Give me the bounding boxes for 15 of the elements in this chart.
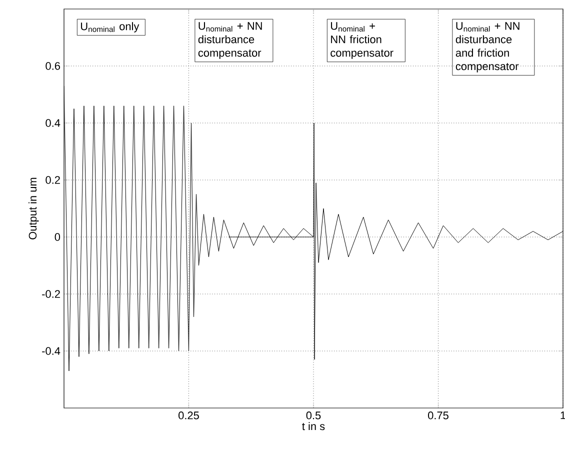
x-axis-title: t in s <box>302 422 325 430</box>
x-tick-label: 0.5 <box>306 412 321 420</box>
y-tick-label: -0.4 <box>42 347 60 355</box>
y-tick-label: 0.2 <box>46 176 60 184</box>
x-tick-label: 0.25 <box>178 412 199 420</box>
annotation: U$_{nominal}$ only <box>81 22 140 32</box>
y-axis-title: Output in um <box>28 178 39 240</box>
y-tick-label: -0.2 <box>42 290 60 298</box>
annotation: U$_{nominal}$ + NN disturbance and friction compensator <box>456 22 520 72</box>
y-tick-label: 0 <box>54 233 60 241</box>
x-tick-label: 0.75 <box>428 412 448 420</box>
annotation: U$_{nominal}$ + NN disturbance compensator <box>198 22 262 59</box>
annotation: U$_{nominal}$ + NN friction compensator <box>330 22 394 59</box>
y-tick-label: 0.6 <box>46 62 60 70</box>
y-tick-label: 0.4 <box>46 119 60 127</box>
